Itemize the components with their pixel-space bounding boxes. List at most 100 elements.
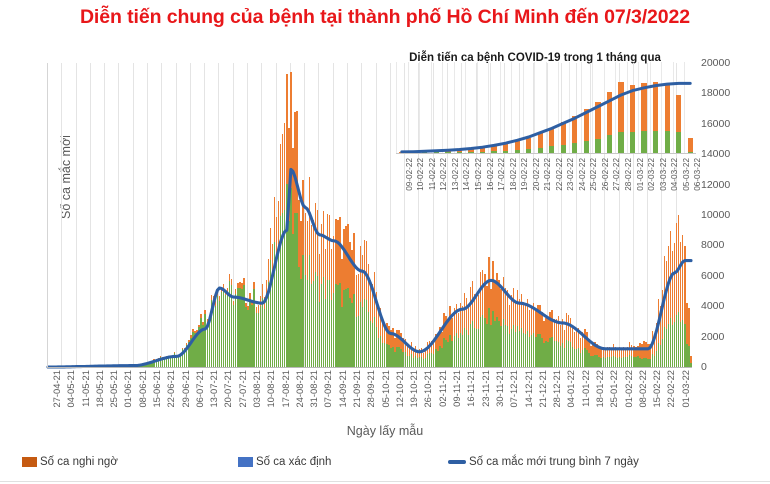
bar xyxy=(571,327,574,367)
bar xyxy=(214,301,217,367)
inset-x-tick-label: 20-02-22 xyxy=(531,158,541,191)
legend-item: Số ca mắc mới trung bình 7 ngày xyxy=(448,452,639,472)
inset-gridline xyxy=(396,62,397,154)
x-tick-label: 10-08-21 xyxy=(265,370,277,408)
x-tick-label: 18-05-21 xyxy=(93,370,105,408)
bar xyxy=(349,242,351,367)
inset-gridline xyxy=(638,62,640,154)
bar xyxy=(190,335,192,367)
bar xyxy=(296,111,298,367)
inset-gridline xyxy=(603,62,605,154)
bar xyxy=(243,278,245,367)
bar xyxy=(355,275,357,367)
inset-bar xyxy=(549,128,555,153)
bar xyxy=(196,330,198,367)
bar xyxy=(210,295,212,367)
y-tick-label: 18000 xyxy=(701,87,731,100)
gridline xyxy=(275,63,277,368)
gridline xyxy=(675,63,677,368)
bar xyxy=(202,321,204,367)
x-tick-label: 15-06-21 xyxy=(151,370,163,408)
inset-gridline xyxy=(615,62,617,154)
inset-gridline xyxy=(476,62,478,154)
legend-item: Số ca nghi ngờ xyxy=(22,452,118,472)
bar xyxy=(682,235,684,367)
bar xyxy=(494,280,496,367)
bar xyxy=(249,293,251,367)
inset-bar xyxy=(606,91,613,153)
x-tick-label: 06-07-21 xyxy=(193,370,205,408)
bar xyxy=(192,329,194,367)
bar xyxy=(269,228,272,367)
x-tick-label: 08-06-21 xyxy=(136,370,148,408)
bar xyxy=(422,352,425,367)
bar xyxy=(480,272,482,367)
legend-item: Số ca xác định xyxy=(238,452,331,472)
bar xyxy=(606,347,608,367)
gridline xyxy=(532,63,534,368)
bar xyxy=(543,321,545,367)
inset-x-tick-label: 09-02-22 xyxy=(404,158,414,191)
gridline xyxy=(561,63,563,368)
inset-gridlines xyxy=(396,62,696,154)
x-tick-label: 27-07-21 xyxy=(236,370,248,408)
bar xyxy=(304,212,306,367)
y-tick-label: 8000 xyxy=(701,239,725,252)
bar xyxy=(255,307,257,367)
bar xyxy=(539,305,541,367)
bar xyxy=(533,302,535,367)
bar xyxy=(333,236,335,367)
bar xyxy=(506,290,508,367)
bar xyxy=(635,347,637,367)
bar xyxy=(159,355,161,367)
inset-gridline xyxy=(649,62,651,154)
bar xyxy=(396,329,398,367)
bar xyxy=(416,350,419,367)
bar xyxy=(302,179,304,367)
bar xyxy=(361,255,364,367)
bar xyxy=(324,249,327,367)
bar xyxy=(508,305,510,367)
x-axis-tick-labels: 27-04-21 04-05-21 11-05-21 18-05-21 25-05-21… xyxy=(47,370,692,418)
bar xyxy=(661,289,664,367)
bar xyxy=(647,343,649,367)
inset-x-tick-label: 12-02-22 xyxy=(439,158,449,191)
bar xyxy=(369,280,372,367)
gridline xyxy=(261,63,263,368)
inset-chart-plot-area xyxy=(396,62,696,154)
inset-gridline xyxy=(453,62,455,154)
inset-bar xyxy=(653,82,659,153)
bar xyxy=(365,240,368,367)
inset-x-tick-label: 26-02-22 xyxy=(600,158,610,191)
bar xyxy=(502,276,504,367)
bar xyxy=(484,274,486,367)
bar xyxy=(412,349,415,367)
x-tick-label: 23-11-21 xyxy=(479,370,491,407)
inset-bar xyxy=(503,144,509,153)
gridline xyxy=(575,63,577,368)
gridline xyxy=(204,63,206,368)
gridline xyxy=(404,63,406,368)
bar xyxy=(618,347,621,367)
inset-x-axis-line xyxy=(396,153,696,154)
inset-x-tick-label: 28-02-22 xyxy=(624,158,633,191)
bar xyxy=(435,333,437,367)
gridline xyxy=(604,63,606,368)
bar xyxy=(292,147,294,367)
bar xyxy=(653,336,655,367)
bar xyxy=(465,297,468,367)
bar xyxy=(222,283,225,367)
bar xyxy=(600,348,602,367)
x-tick-label: 17-08-21 xyxy=(279,370,291,408)
inset-gridline xyxy=(580,62,582,154)
bar xyxy=(518,298,521,367)
bar xyxy=(553,318,555,367)
bar xyxy=(329,214,331,367)
x-tick-label: 01-02-22 xyxy=(622,370,634,408)
bar xyxy=(343,228,345,367)
bar xyxy=(371,283,374,367)
bar xyxy=(498,279,500,367)
bar xyxy=(339,216,341,367)
x-tick-label: 19-10-21 xyxy=(408,370,420,408)
y-tick-label: 2000 xyxy=(701,330,725,343)
